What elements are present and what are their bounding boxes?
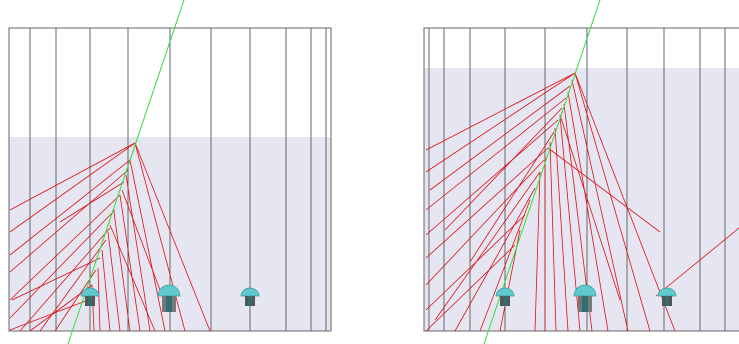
pmt-icon	[657, 287, 677, 306]
ray	[121, 189, 161, 291]
right-panel	[423, 0, 739, 344]
ray	[9, 169, 129, 273]
ray	[425, 72, 576, 151]
ray	[425, 72, 576, 173]
pmt-icon	[240, 287, 260, 306]
ray	[425, 214, 526, 311]
ray	[129, 159, 166, 332]
ray	[19, 227, 111, 332]
ray	[425, 147, 549, 259]
muon-track	[67, 0, 185, 344]
ray	[567, 91, 609, 332]
ray	[113, 211, 131, 332]
ray	[9, 194, 121, 301]
ray	[134, 142, 211, 332]
ray	[479, 199, 531, 332]
ray	[444, 107, 563, 231]
ray	[9, 209, 116, 319]
ray	[425, 119, 559, 236]
ray	[655, 227, 739, 297]
ray	[425, 159, 545, 286]
muon-track	[483, 0, 601, 344]
pmt-modules	[80, 284, 260, 312]
ray	[9, 142, 136, 211]
ray	[574, 72, 651, 332]
ray	[469, 131, 555, 263]
ray	[534, 171, 541, 332]
ray	[425, 244, 516, 332]
ray	[549, 141, 557, 332]
ray	[97, 267, 101, 332]
pmt-modules	[495, 284, 677, 312]
ray	[134, 142, 186, 332]
ray	[425, 97, 567, 211]
ray	[11, 257, 101, 301]
pmt-icon	[80, 287, 100, 306]
ray	[574, 72, 676, 332]
detector-frame	[423, 27, 739, 332]
ray	[9, 299, 89, 331]
ray	[9, 142, 136, 233]
ray	[434, 171, 541, 321]
ray	[554, 127, 569, 332]
ray	[547, 147, 661, 233]
ray	[454, 187, 536, 332]
ray	[119, 194, 141, 332]
ray	[571, 79, 629, 332]
ray	[107, 231, 121, 332]
ray	[59, 181, 125, 223]
ray	[429, 85, 571, 191]
ray	[559, 114, 621, 301]
pmt-icon	[573, 284, 597, 312]
ray	[125, 174, 151, 332]
ray	[109, 224, 156, 332]
ray	[101, 249, 111, 332]
ray	[9, 159, 131, 256]
pmt-icon	[157, 284, 181, 312]
left-panel	[8, 0, 332, 344]
pmt-icon	[495, 287, 515, 306]
